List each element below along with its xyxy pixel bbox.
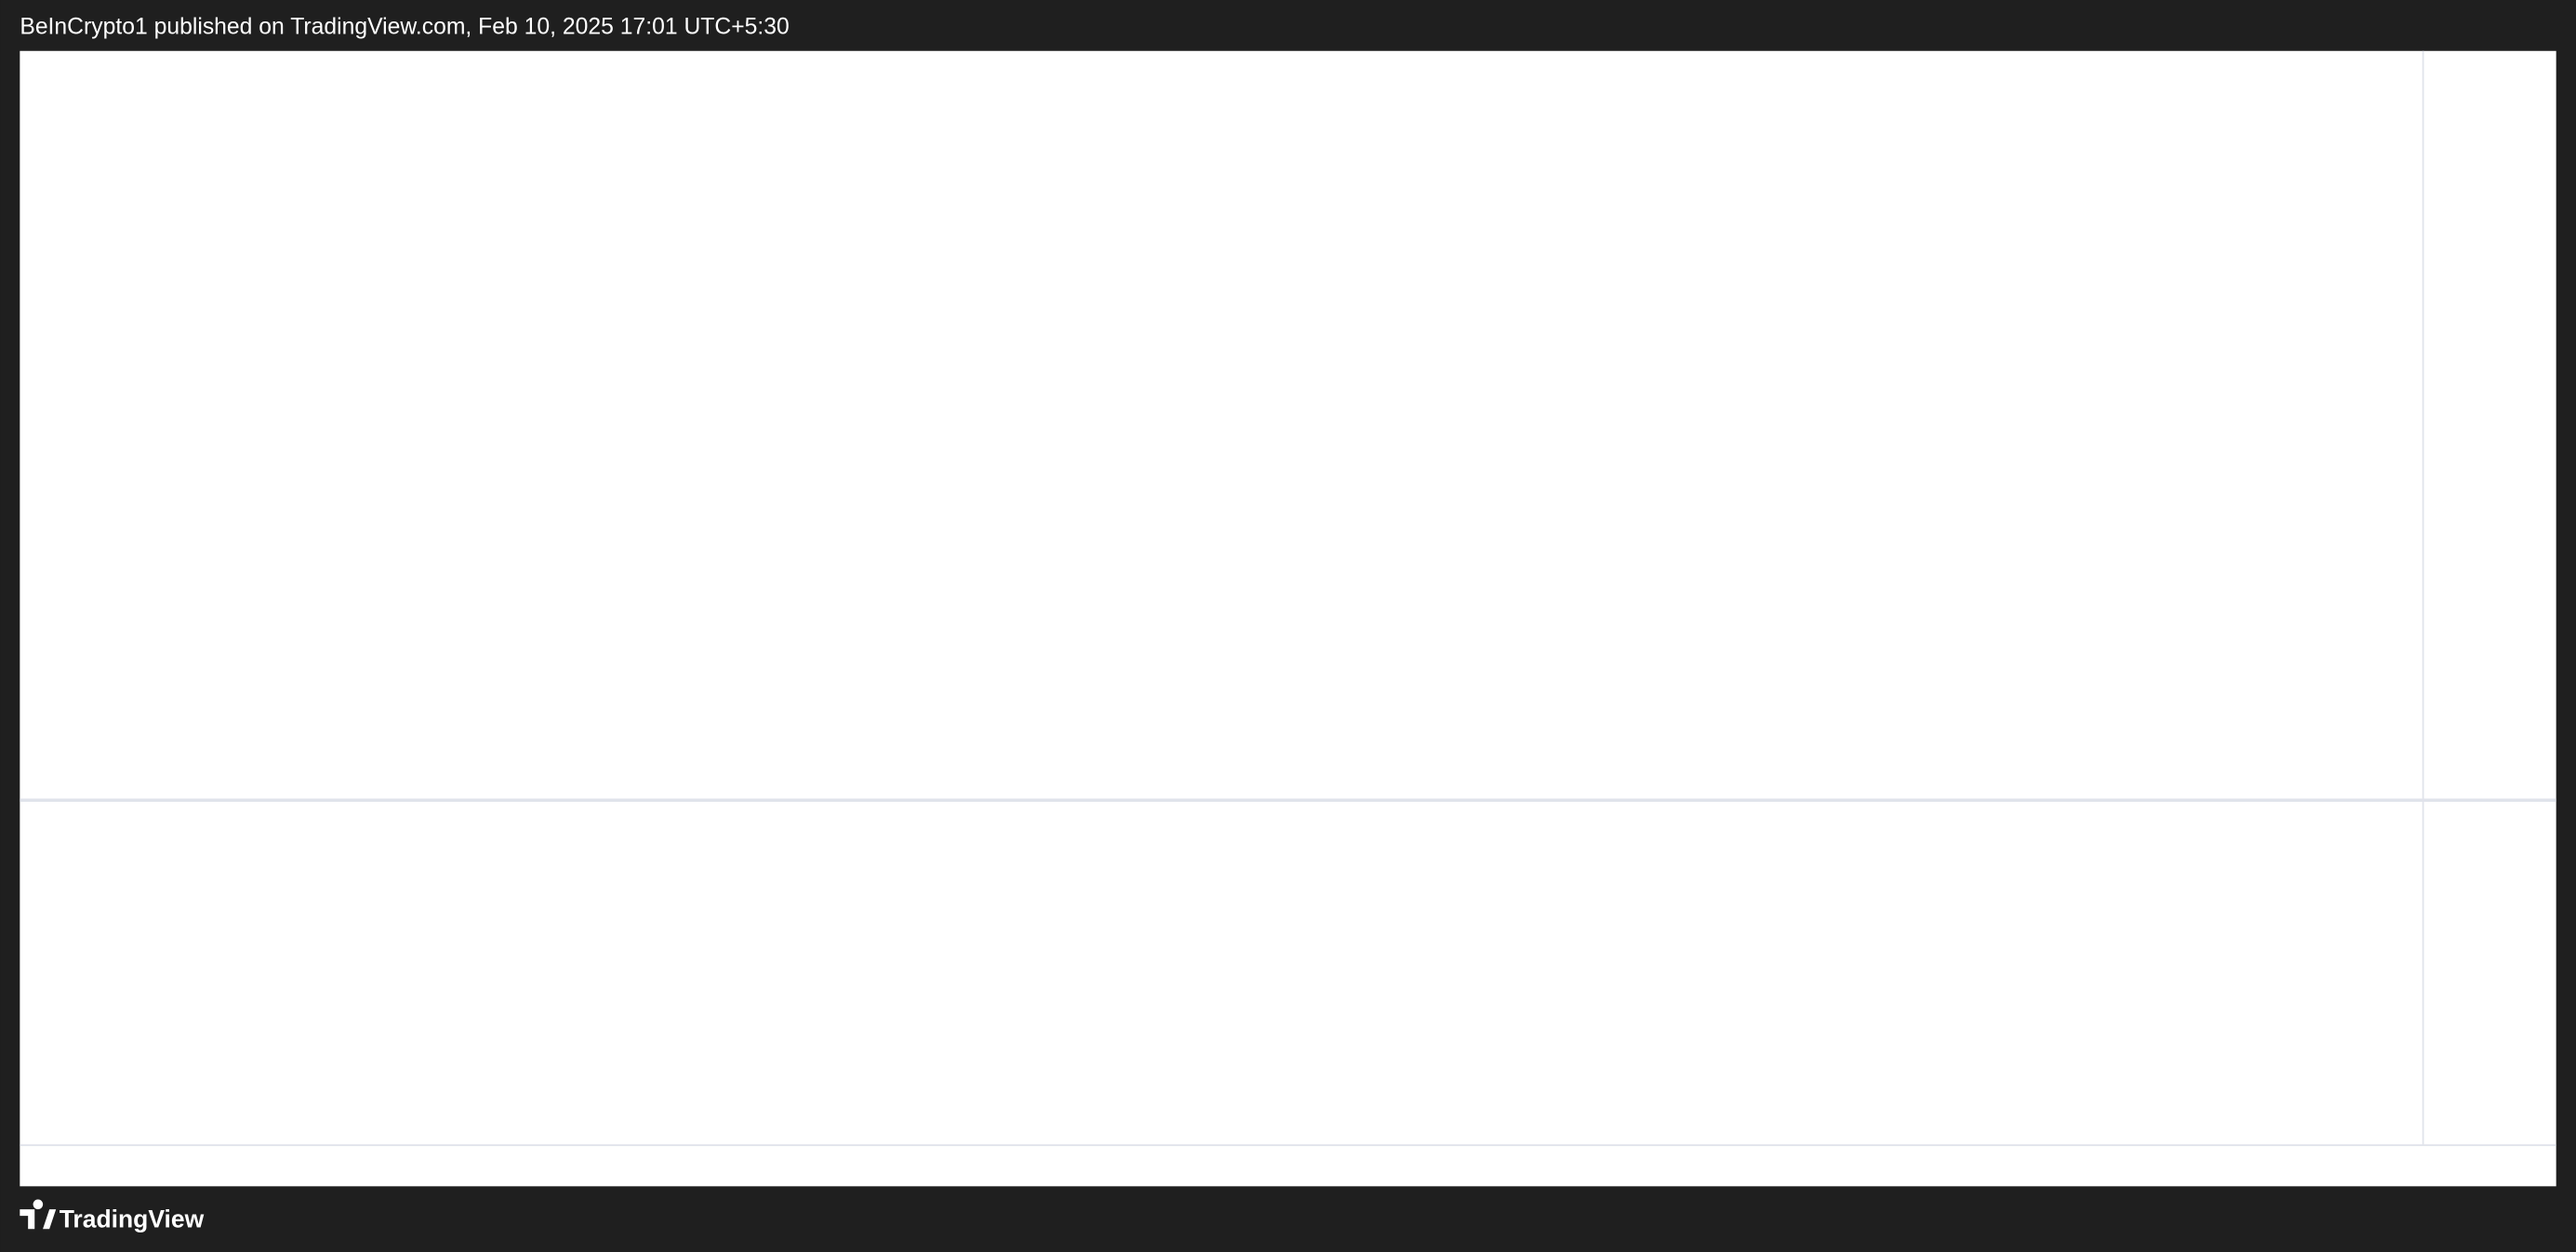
publisher-text: BeInCrypto1 published on TradingView.com… bbox=[20, 15, 789, 40]
chart-area bbox=[20, 50, 2556, 1187]
logo-icon bbox=[20, 1199, 57, 1230]
brand: TradingView bbox=[60, 1205, 205, 1232]
tradingview-logo: TradingView bbox=[20, 1199, 205, 1232]
